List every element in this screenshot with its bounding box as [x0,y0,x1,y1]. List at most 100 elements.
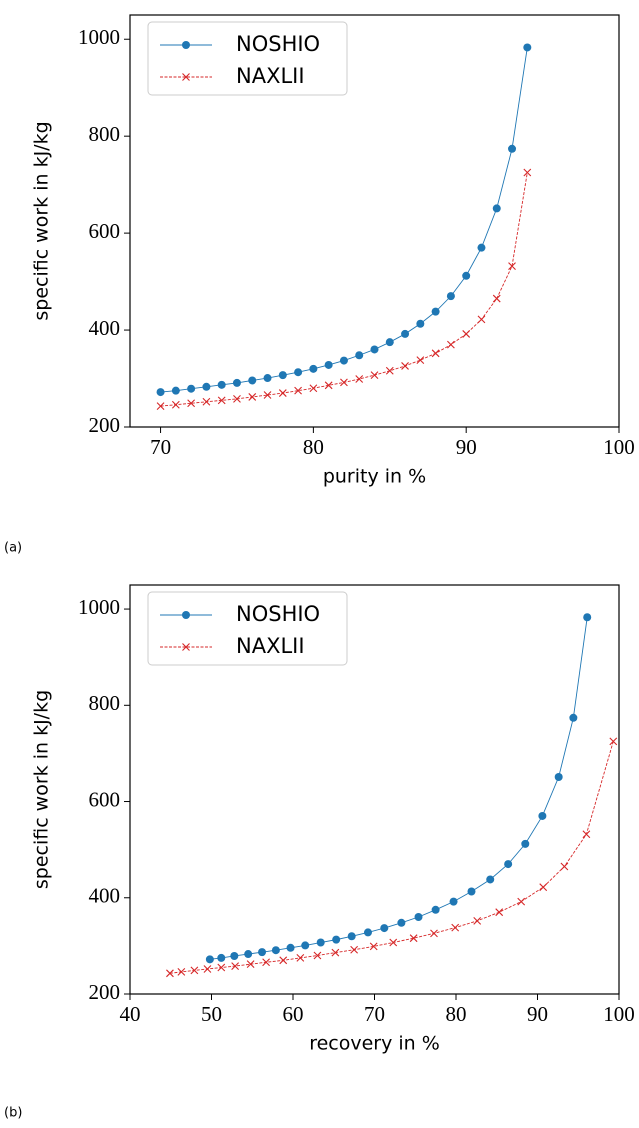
marker [217,380,226,389]
marker [430,929,438,938]
marker [523,168,532,177]
marker [521,839,530,848]
marker [187,399,196,408]
legend-label: NOSHIO [236,32,320,56]
marker [451,923,460,932]
marker [416,319,425,328]
marker [560,862,569,871]
marker [166,969,174,978]
y-tick-label: 600 [89,787,121,811]
marker [416,356,425,364]
marker [431,905,440,914]
marker [339,356,348,365]
marker [486,875,495,884]
marker [202,397,211,406]
x-tick-label: 90 [527,1002,548,1026]
legend-label: NAXLII [236,64,305,88]
plot-frame [129,584,620,995]
y-tick-label: 400 [89,316,121,340]
y-axis-label: specific work in kJ/kg [31,690,53,889]
marker [462,330,471,338]
marker [355,375,364,383]
panel-label: (a) [4,541,22,556]
marker [350,945,359,954]
y-axis-label: specific work in kJ/kg [31,121,53,320]
marker [380,924,389,933]
chart: 40 50 60 70 80 90 100 200 400 600 800 1000 recovery … [4,584,635,1121]
marker [263,391,272,399]
marker [473,916,482,925]
marker [217,396,226,405]
x-tick-label: 70 [150,435,171,459]
x-axis-label: recovery in % [309,1033,440,1055]
y-tick-label: 200 [89,413,121,437]
marker [294,386,302,395]
marker [554,772,563,781]
marker [190,966,199,975]
marker [231,962,240,970]
marker [609,737,618,746]
series-line [160,47,528,393]
marker [495,908,504,917]
x-axis-label: purity in % [323,466,426,488]
x-tick-label: 90 [456,435,477,459]
marker [401,329,410,338]
marker [182,73,190,81]
y-tick-label: 1000 [78,25,120,49]
marker [492,294,501,303]
marker [523,43,532,52]
series-line [160,172,528,407]
marker [244,950,253,959]
legend-label: NAXLII [236,634,305,658]
marker [279,956,288,965]
marker [296,954,305,962]
marker [397,918,406,927]
marker [203,965,212,973]
marker [248,376,257,385]
marker [271,946,280,955]
x-tick-label: 80 [446,1002,467,1026]
marker [248,393,257,401]
marker [278,389,287,397]
x-tick-label: 70 [364,1002,385,1026]
marker [508,262,516,270]
marker [182,611,190,619]
marker [177,967,186,976]
marker [217,963,226,972]
marker [182,41,190,49]
marker [316,938,325,947]
marker [508,144,517,153]
marker [538,811,547,820]
y-tick-label: 600 [89,219,121,243]
marker [313,951,322,960]
marker [449,897,458,906]
marker [324,360,333,369]
x-tick-label: 60 [283,1002,304,1026]
marker [462,271,471,280]
marker [294,368,303,377]
marker [477,243,486,252]
marker [347,932,356,941]
marker [431,307,440,316]
marker [230,951,239,960]
marker [331,948,340,957]
y-tick-label: 800 [89,122,121,146]
marker [217,953,226,962]
marker [340,378,348,387]
marker [582,830,591,839]
marker [246,960,255,969]
marker [187,384,196,393]
x-tick-label: 80 [303,435,324,459]
x-tick-label: 100 [603,1002,635,1026]
marker [355,351,364,360]
marker [389,938,398,947]
marker [332,935,341,944]
marker [517,897,526,906]
marker [233,394,241,403]
x-tick-label: 100 [603,435,635,459]
marker [414,913,423,922]
y-tick-label: 1000 [78,595,120,619]
marker [447,340,455,349]
marker [492,204,501,213]
marker [262,958,270,967]
